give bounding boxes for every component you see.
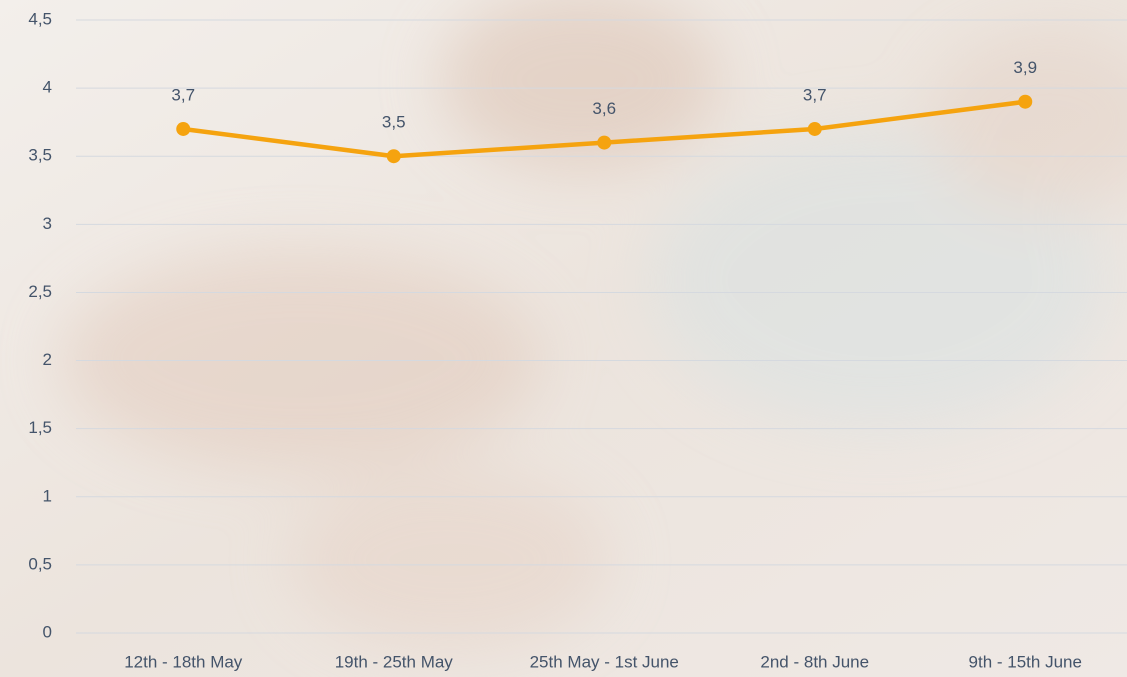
y-tick-label: 0,5 xyxy=(28,554,52,573)
x-tick-label: 9th - 15th June xyxy=(969,652,1082,671)
data-label: 3,9 xyxy=(1013,58,1037,77)
point xyxy=(176,122,190,136)
x-tick-label: 2nd - 8th June xyxy=(760,652,869,671)
point xyxy=(597,136,611,150)
point xyxy=(1018,95,1032,109)
y-tick-label: 3,5 xyxy=(28,146,52,165)
point xyxy=(387,149,401,163)
data-label: 3,6 xyxy=(592,99,616,118)
x-tick-label: 12th - 18th May xyxy=(124,652,243,671)
y-tick-label: 0 xyxy=(43,622,52,641)
y-tick-label: 4 xyxy=(43,78,52,97)
data-label: 3,7 xyxy=(171,85,195,104)
chart: 0 0,5 1 1,5 2 2,5 3 3,5 4 4,5 12th - 18th May 19th … xyxy=(0,0,1127,677)
y-tick-label: 1 xyxy=(43,486,52,505)
x-tick-label: 25th May - 1st June xyxy=(530,652,679,671)
data-label: 3,7 xyxy=(803,85,827,104)
y-tick-label: 1,5 xyxy=(28,418,52,437)
x-tick-label: 19th - 25th May xyxy=(335,652,454,671)
y-tick-label: 2,5 xyxy=(28,282,52,301)
y-tick-label: 2 xyxy=(43,350,52,369)
y-tick-label: 4,5 xyxy=(28,9,52,28)
y-tick-label: 3 xyxy=(43,214,52,233)
data-label: 3,5 xyxy=(382,113,406,132)
point xyxy=(808,122,822,136)
